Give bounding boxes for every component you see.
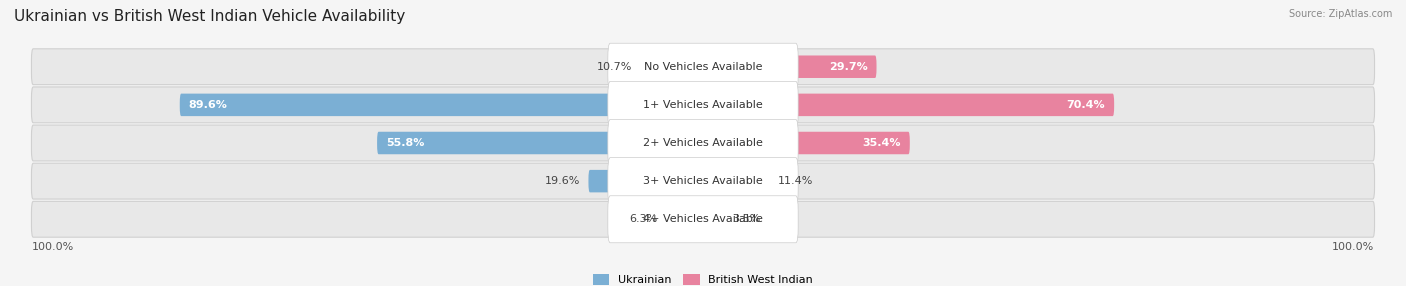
Text: 19.6%: 19.6% bbox=[544, 176, 579, 186]
Text: 6.3%: 6.3% bbox=[630, 214, 658, 224]
FancyBboxPatch shape bbox=[377, 132, 703, 154]
Text: 1+ Vehicles Available: 1+ Vehicles Available bbox=[643, 100, 763, 110]
Text: 3+ Vehicles Available: 3+ Vehicles Available bbox=[643, 176, 763, 186]
FancyBboxPatch shape bbox=[31, 49, 1375, 85]
Text: Ukrainian vs British West Indian Vehicle Availability: Ukrainian vs British West Indian Vehicle… bbox=[14, 9, 405, 23]
FancyBboxPatch shape bbox=[703, 208, 724, 231]
FancyBboxPatch shape bbox=[607, 81, 799, 128]
Text: 11.4%: 11.4% bbox=[779, 176, 814, 186]
Text: 100.0%: 100.0% bbox=[1331, 242, 1375, 252]
Text: 55.8%: 55.8% bbox=[387, 138, 425, 148]
Text: 29.7%: 29.7% bbox=[830, 62, 868, 72]
FancyBboxPatch shape bbox=[31, 201, 1375, 237]
FancyBboxPatch shape bbox=[607, 43, 799, 90]
FancyBboxPatch shape bbox=[31, 87, 1375, 123]
Text: 89.6%: 89.6% bbox=[188, 100, 228, 110]
Text: 70.4%: 70.4% bbox=[1067, 100, 1105, 110]
FancyBboxPatch shape bbox=[703, 55, 876, 78]
Text: 35.4%: 35.4% bbox=[862, 138, 901, 148]
Text: 3.5%: 3.5% bbox=[733, 214, 761, 224]
FancyBboxPatch shape bbox=[703, 94, 1114, 116]
FancyBboxPatch shape bbox=[607, 196, 799, 243]
FancyBboxPatch shape bbox=[31, 163, 1375, 199]
FancyBboxPatch shape bbox=[607, 120, 799, 166]
Text: 4+ Vehicles Available: 4+ Vehicles Available bbox=[643, 214, 763, 224]
Text: 2+ Vehicles Available: 2+ Vehicles Available bbox=[643, 138, 763, 148]
FancyBboxPatch shape bbox=[666, 208, 703, 231]
Text: 10.7%: 10.7% bbox=[596, 62, 631, 72]
FancyBboxPatch shape bbox=[607, 158, 799, 204]
Text: No Vehicles Available: No Vehicles Available bbox=[644, 62, 762, 72]
FancyBboxPatch shape bbox=[640, 55, 703, 78]
FancyBboxPatch shape bbox=[180, 94, 703, 116]
FancyBboxPatch shape bbox=[589, 170, 703, 192]
Text: Source: ZipAtlas.com: Source: ZipAtlas.com bbox=[1288, 9, 1392, 19]
Text: 100.0%: 100.0% bbox=[31, 242, 75, 252]
FancyBboxPatch shape bbox=[703, 132, 910, 154]
FancyBboxPatch shape bbox=[703, 170, 769, 192]
Legend: Ukrainian, British West Indian: Ukrainian, British West Indian bbox=[593, 274, 813, 285]
FancyBboxPatch shape bbox=[31, 125, 1375, 161]
